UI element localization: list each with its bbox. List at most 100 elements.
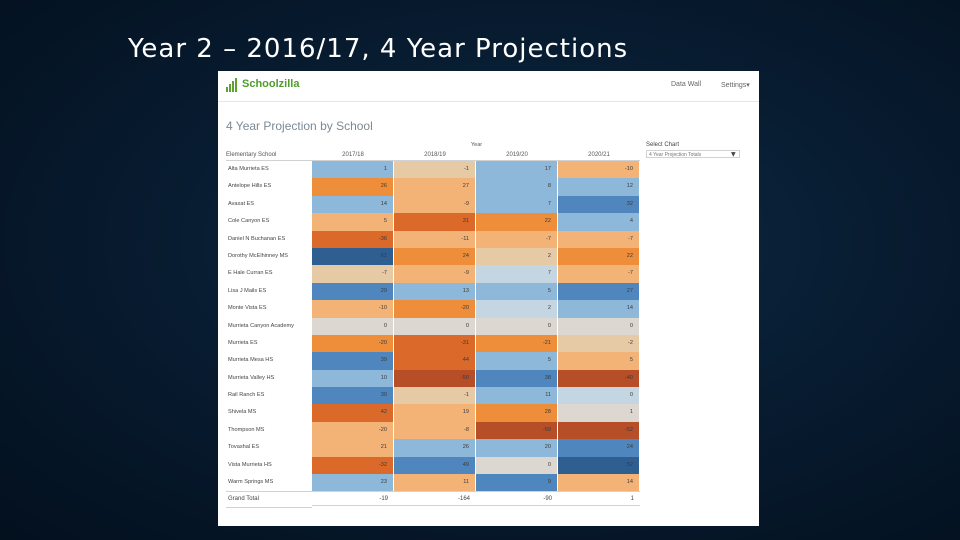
projection-cell[interactable]: -32 (312, 456, 394, 475)
projection-cell[interactable]: 11 (476, 387, 558, 405)
projection-cell[interactable]: 30 (312, 387, 394, 405)
projection-cell[interactable]: 32 (558, 195, 640, 214)
projection-cell[interactable]: 0 (476, 456, 558, 475)
school-name[interactable]: Warm Springs MS (228, 479, 274, 486)
school-name[interactable]: Dorothy McElhinney MS (228, 252, 288, 259)
projection-cell[interactable]: -20 (312, 421, 394, 440)
projection-cell[interactable]: 49 (394, 456, 476, 475)
projection-cell[interactable]: 29 (312, 282, 394, 301)
projection-cell[interactable]: -52 (558, 421, 640, 440)
projection-cell[interactable]: -1 (394, 161, 476, 179)
projection-cell[interactable]: -7 (476, 230, 558, 248)
projection-cell[interactable]: 38 (476, 369, 558, 388)
school-name[interactable]: Antelope Hills ES (228, 183, 272, 190)
school-name[interactable]: Avaxat ES (228, 200, 255, 207)
projection-cell[interactable]: 22 (476, 213, 558, 231)
projection-cell[interactable]: -20 (394, 300, 476, 318)
school-name[interactable]: Murrieta ES (228, 339, 258, 346)
projection-cell[interactable]: 61 (312, 247, 394, 266)
projection-cell[interactable]: 0 (476, 317, 558, 335)
projection-cell[interactable]: 9 (476, 474, 558, 492)
projection-cell[interactable]: -10 (558, 161, 640, 179)
school-name[interactable]: Murrieta Canyon Academy (228, 322, 294, 329)
projection-cell[interactable]: 22 (558, 247, 640, 266)
projection-cell[interactable]: 0 (394, 317, 476, 335)
projection-cell[interactable]: -36 (312, 230, 394, 248)
projection-cell[interactable]: 14 (558, 474, 640, 492)
projection-cell[interactable]: -20 (312, 334, 394, 353)
projection-cell[interactable]: 39 (312, 352, 394, 370)
projection-cell[interactable]: 31 (394, 213, 476, 231)
projection-cell[interactable]: -59 (476, 421, 558, 440)
projection-cell[interactable]: 17 (476, 161, 558, 179)
school-name[interactable]: Vista Murrieta HS (228, 461, 272, 468)
projection-cell[interactable]: 1 (558, 404, 640, 422)
projection-cell[interactable]: 42 (312, 404, 394, 422)
year-header[interactable]: 2019/20 (476, 150, 558, 161)
school-name[interactable]: Tovashal ES (228, 444, 260, 451)
school-name[interactable]: Cole Canyon ES (228, 218, 270, 225)
projection-cell[interactable]: 4 (558, 213, 640, 231)
year-header[interactable]: 2020/21 (558, 150, 640, 161)
school-name[interactable]: Shivela MS (228, 409, 257, 416)
projection-cell[interactable]: -9 (394, 265, 476, 283)
projection-cell[interactable]: -7 (558, 230, 640, 248)
school-name[interactable]: Monte Vista ES (228, 305, 267, 312)
year-header[interactable]: 2017/18 (312, 150, 394, 161)
projection-cell[interactable]: -40 (558, 369, 640, 388)
projection-cell[interactable]: 14 (312, 195, 394, 214)
nav-settings[interactable]: Settings▾ (721, 81, 750, 89)
projection-cell[interactable]: 0 (558, 387, 640, 405)
logo-text[interactable]: Schoolzilla (242, 78, 300, 90)
projection-cell[interactable]: 10 (312, 369, 394, 388)
projection-cell[interactable]: 11 (394, 474, 476, 492)
projection-cell[interactable]: 27 (558, 282, 640, 301)
projection-cell[interactable]: -7 (558, 265, 640, 283)
projection-cell[interactable]: 21 (312, 439, 394, 457)
projection-cell[interactable]: 5 (476, 282, 558, 301)
projection-cell[interactable]: 14 (558, 300, 640, 318)
projection-cell[interactable]: 5 (476, 352, 558, 370)
projection-cell[interactable]: -8 (394, 421, 476, 440)
projection-cell[interactable]: 24 (558, 439, 640, 457)
projection-cell[interactable]: 28 (476, 404, 558, 422)
projection-cell[interactable]: -10 (312, 300, 394, 318)
projection-cell[interactable]: -11 (394, 230, 476, 248)
projection-cell[interactable]: 8 (476, 178, 558, 196)
projection-cell[interactable]: 1 (312, 161, 394, 179)
school-name[interactable]: Lisa J Mails ES (228, 287, 267, 294)
school-name[interactable]: Murrieta Mesa HS (228, 357, 274, 364)
projection-cell[interactable]: 2 (476, 247, 558, 266)
projection-cell[interactable]: 20 (476, 439, 558, 457)
projection-cell[interactable]: 23 (312, 474, 394, 492)
projection-cell[interactable]: 7 (476, 195, 558, 214)
projection-cell[interactable]: 0 (312, 317, 394, 335)
schoolzilla-logo-icon[interactable] (226, 78, 237, 92)
school-name[interactable]: Thompson MS (228, 426, 265, 433)
projection-cell[interactable]: 12 (558, 178, 640, 196)
projection-cell[interactable]: 0 (558, 317, 640, 335)
projection-cell[interactable]: -7 (312, 265, 394, 283)
projection-cell[interactable]: -50 (394, 369, 476, 388)
school-name[interactable]: Daniel N Buchanan ES (228, 235, 286, 242)
school-name[interactable]: Alta Murrieta ES (228, 166, 269, 172)
dropdown-caret-icon[interactable]: ▼ (731, 151, 736, 158)
projection-cell[interactable]: -31 (394, 334, 476, 353)
projection-cell[interactable]: 27 (394, 178, 476, 196)
projection-cell[interactable]: 26 (394, 439, 476, 457)
projection-cell[interactable]: 44 (394, 352, 476, 370)
projection-cell[interactable]: 19 (394, 404, 476, 422)
projection-cell[interactable]: 26 (312, 178, 394, 196)
year-header[interactable]: 2018/19 (394, 150, 476, 161)
projection-cell[interactable]: -21 (476, 334, 558, 353)
projection-cell[interactable]: 7 (476, 265, 558, 283)
nav-data-wall[interactable]: Data Wall (671, 81, 702, 88)
projection-cell[interactable]: -9 (394, 195, 476, 214)
projection-cell[interactable]: -1 (394, 387, 476, 405)
projection-cell[interactable]: 2 (476, 300, 558, 318)
projection-cell[interactable]: 13 (394, 282, 476, 301)
projection-cell[interactable]: 5 (558, 352, 640, 370)
projection-cell[interactable]: 5 (312, 213, 394, 231)
projection-cell[interactable]: 52 (558, 456, 640, 475)
projection-cell[interactable]: 24 (394, 247, 476, 266)
